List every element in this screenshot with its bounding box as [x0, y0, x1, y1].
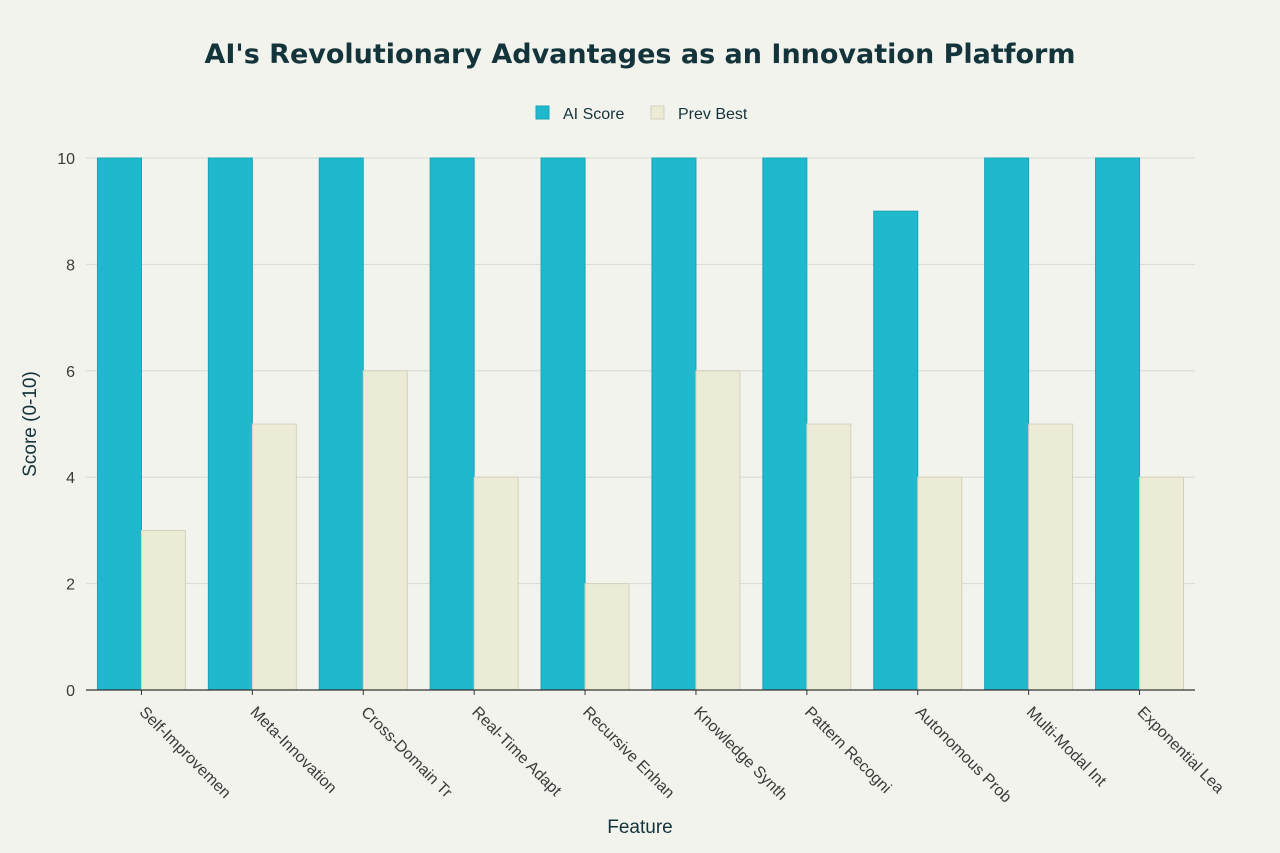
legend-swatch	[535, 105, 550, 120]
y-tick-label: 4	[66, 470, 75, 487]
y-tick-label: 8	[66, 257, 75, 274]
bar-ai-score	[651, 157, 697, 691]
y-axis-title: Score (0-10)	[20, 371, 41, 477]
bar-prev-best	[251, 423, 297, 691]
bar-prev-best	[1028, 423, 1074, 691]
bar-ai-score	[762, 157, 808, 691]
legend-label: Prev Best	[678, 106, 748, 123]
bars	[96, 157, 1185, 691]
bar-ai-score	[207, 157, 253, 691]
x-axis-ticks: Self-Improvemen Meta-Innovation Cross-Doma…	[136, 690, 1227, 806]
bar-prev-best	[917, 476, 963, 691]
bar-ai-score	[318, 157, 364, 691]
x-tick-label: Autonomous Prob	[912, 704, 1015, 807]
y-axis-ticks: 0 2 4 6 8 10	[57, 151, 75, 700]
y-tick-label: 6	[66, 364, 75, 381]
bar-prev-best	[140, 529, 186, 691]
x-tick-label: Self-Improvemen	[136, 704, 234, 802]
x-tick-label: Meta-Innovation	[247, 704, 340, 797]
x-tick-label: Recursive Enhan	[579, 704, 677, 802]
y-tick-label: 2	[66, 577, 75, 594]
x-tick-label: Knowledge Synth	[690, 704, 790, 804]
bar-ai-score	[540, 157, 586, 691]
legend: AI Score Prev Best	[535, 105, 748, 123]
bar-prev-best	[1139, 476, 1185, 691]
bar-prev-best	[806, 423, 852, 691]
x-tick-label: Real-Time Adapt	[468, 704, 564, 800]
legend-label: AI Score	[563, 106, 624, 123]
x-axis-title: Feature	[607, 817, 672, 838]
legend-swatch	[650, 105, 665, 120]
bar-prev-best	[362, 370, 408, 691]
y-tick-label: 10	[57, 151, 75, 168]
bar-ai-score	[873, 210, 919, 691]
bar-prev-best	[473, 476, 519, 691]
x-tick-label: Cross-Domain Tr	[357, 704, 455, 802]
bar-prev-best	[695, 370, 741, 691]
bar-ai-score	[984, 157, 1030, 691]
bar-ai-score	[1095, 157, 1141, 691]
y-tick-label: 0	[66, 683, 75, 700]
bar-ai-score	[429, 157, 475, 691]
chart-title: AI's Revolutionary Advantages as an Inno…	[204, 39, 1075, 70]
bar-ai-score	[96, 157, 142, 691]
bar-prev-best	[584, 583, 630, 691]
x-tick-label: Multi-Modal Int	[1023, 704, 1110, 791]
x-tick-label: Exponential Lea	[1134, 704, 1227, 797]
x-tick-label: Pattern Recogni	[801, 704, 894, 797]
